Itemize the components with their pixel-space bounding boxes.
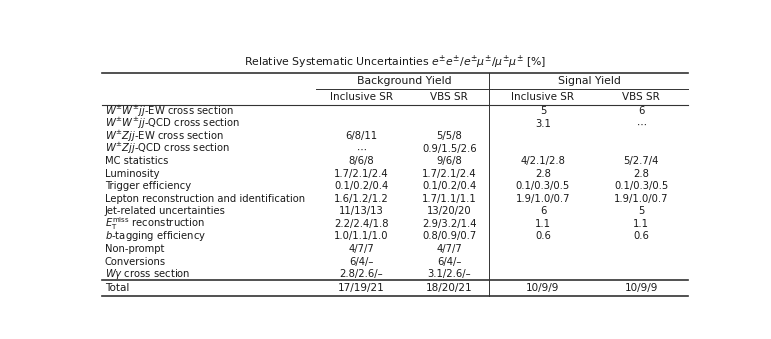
Text: VBS SR: VBS SR [430, 92, 468, 102]
Text: Conversions: Conversions [105, 257, 166, 266]
Text: 18/20/21: 18/20/21 [426, 283, 473, 293]
Text: 6/4/–: 6/4/– [349, 257, 374, 266]
Text: 5: 5 [540, 106, 546, 116]
Text: 0.1/0.2/0.4: 0.1/0.2/0.4 [335, 181, 389, 192]
Text: $W^{\pm}W^{\pm}jj$-QCD cross section: $W^{\pm}W^{\pm}jj$-QCD cross section [105, 116, 240, 132]
Text: 1.1: 1.1 [535, 219, 551, 229]
Text: 11/13/13: 11/13/13 [339, 206, 384, 217]
Text: 4/7/7: 4/7/7 [348, 244, 375, 254]
Text: $E_{\mathrm{T}}^{\mathrm{miss}}$ reconstruction: $E_{\mathrm{T}}^{\mathrm{miss}}$ reconst… [105, 216, 205, 232]
Text: 1.7/1.1/1.1: 1.7/1.1/1.1 [422, 194, 476, 204]
Text: 1.7/2.1/2.4: 1.7/2.1/2.4 [422, 169, 476, 179]
Text: 6: 6 [540, 206, 546, 217]
Text: 0.8/0.9/0.7: 0.8/0.9/0.7 [423, 232, 476, 241]
Text: 2.2/2.4/1.8: 2.2/2.4/1.8 [334, 219, 389, 229]
Text: 1.0/1.1/1.0: 1.0/1.1/1.0 [334, 232, 389, 241]
Text: 6/4/–: 6/4/– [437, 257, 462, 266]
Text: Jet-related uncertainties: Jet-related uncertainties [105, 206, 226, 217]
Text: 8/6/8: 8/6/8 [348, 156, 374, 166]
Text: 13/20/20: 13/20/20 [427, 206, 472, 217]
Text: 0.1/0.2/0.4: 0.1/0.2/0.4 [423, 181, 476, 192]
Text: 4/2.1/2.8: 4/2.1/2.8 [520, 156, 565, 166]
Text: 5: 5 [638, 206, 645, 217]
Text: 5/5/8: 5/5/8 [436, 132, 462, 141]
Text: $W^{\pm}Zjj$-QCD cross section: $W^{\pm}Zjj$-QCD cross section [105, 141, 230, 156]
Text: $W\gamma$ cross section: $W\gamma$ cross section [105, 267, 190, 281]
Text: $W^{\pm}Zjj$-EW cross section: $W^{\pm}Zjj$-EW cross section [105, 129, 224, 144]
Text: 3.1: 3.1 [535, 119, 551, 129]
Text: Inclusive SR: Inclusive SR [330, 92, 393, 102]
Text: Signal Yield: Signal Yield [558, 76, 621, 86]
Text: 9/6/8: 9/6/8 [436, 156, 462, 166]
Text: $\cdots$: $\cdots$ [635, 119, 647, 129]
Text: 4/7/7: 4/7/7 [436, 244, 462, 254]
Text: Luminosity: Luminosity [105, 169, 160, 179]
Text: 1.7/2.1/2.4: 1.7/2.1/2.4 [334, 169, 389, 179]
Text: Inclusive SR: Inclusive SR [511, 92, 574, 102]
Text: 17/19/21: 17/19/21 [338, 283, 385, 293]
Text: Relative Systematic Uncertainties $e^{\pm}e^{\pm}/e^{\pm}\mu^{\pm}/\mu^{\pm}\mu^: Relative Systematic Uncertainties $e^{\p… [244, 53, 547, 71]
Text: 10/9/9: 10/9/9 [625, 283, 658, 293]
Text: VBS SR: VBS SR [622, 92, 660, 102]
Text: 6: 6 [638, 106, 645, 116]
Text: 3.1/2.6/–: 3.1/2.6/– [427, 269, 471, 279]
Text: 2.8: 2.8 [633, 169, 649, 179]
Text: 2.9/3.2/1.4: 2.9/3.2/1.4 [422, 219, 476, 229]
Text: $W^{\pm}W^{\pm}jj$-EW cross section: $W^{\pm}W^{\pm}jj$-EW cross section [105, 104, 234, 119]
Text: 2.8/2.6/–: 2.8/2.6/– [340, 269, 383, 279]
Text: 2.8: 2.8 [535, 169, 551, 179]
Text: 10/9/9: 10/9/9 [527, 283, 560, 293]
Text: Lepton reconstruction and identification: Lepton reconstruction and identification [105, 194, 305, 204]
Text: 6/8/11: 6/8/11 [345, 132, 378, 141]
Text: 0.1/0.3/0.5: 0.1/0.3/0.5 [516, 181, 570, 192]
Text: 0.6: 0.6 [535, 232, 551, 241]
Text: 1.9/1.0/0.7: 1.9/1.0/0.7 [516, 194, 571, 204]
Text: 0.1/0.3/0.5: 0.1/0.3/0.5 [614, 181, 668, 192]
Text: 1.6/1.2/1.2: 1.6/1.2/1.2 [334, 194, 389, 204]
Text: 5/2.7/4: 5/2.7/4 [624, 156, 658, 166]
Text: $\cdots$: $\cdots$ [356, 144, 367, 154]
Text: Trigger efficiency: Trigger efficiency [105, 181, 191, 192]
Text: Background Yield: Background Yield [357, 76, 451, 86]
Text: $b$-tagging efficiency: $b$-tagging efficiency [105, 230, 206, 243]
Text: Non-prompt: Non-prompt [105, 244, 164, 254]
Text: 0.6: 0.6 [633, 232, 649, 241]
Text: 1.1: 1.1 [633, 219, 649, 229]
Text: MC statistics: MC statistics [105, 156, 168, 166]
Text: 0.9/1.5/2.6: 0.9/1.5/2.6 [422, 144, 476, 154]
Text: Total: Total [105, 283, 129, 293]
Text: 1.9/1.0/0.7: 1.9/1.0/0.7 [614, 194, 668, 204]
